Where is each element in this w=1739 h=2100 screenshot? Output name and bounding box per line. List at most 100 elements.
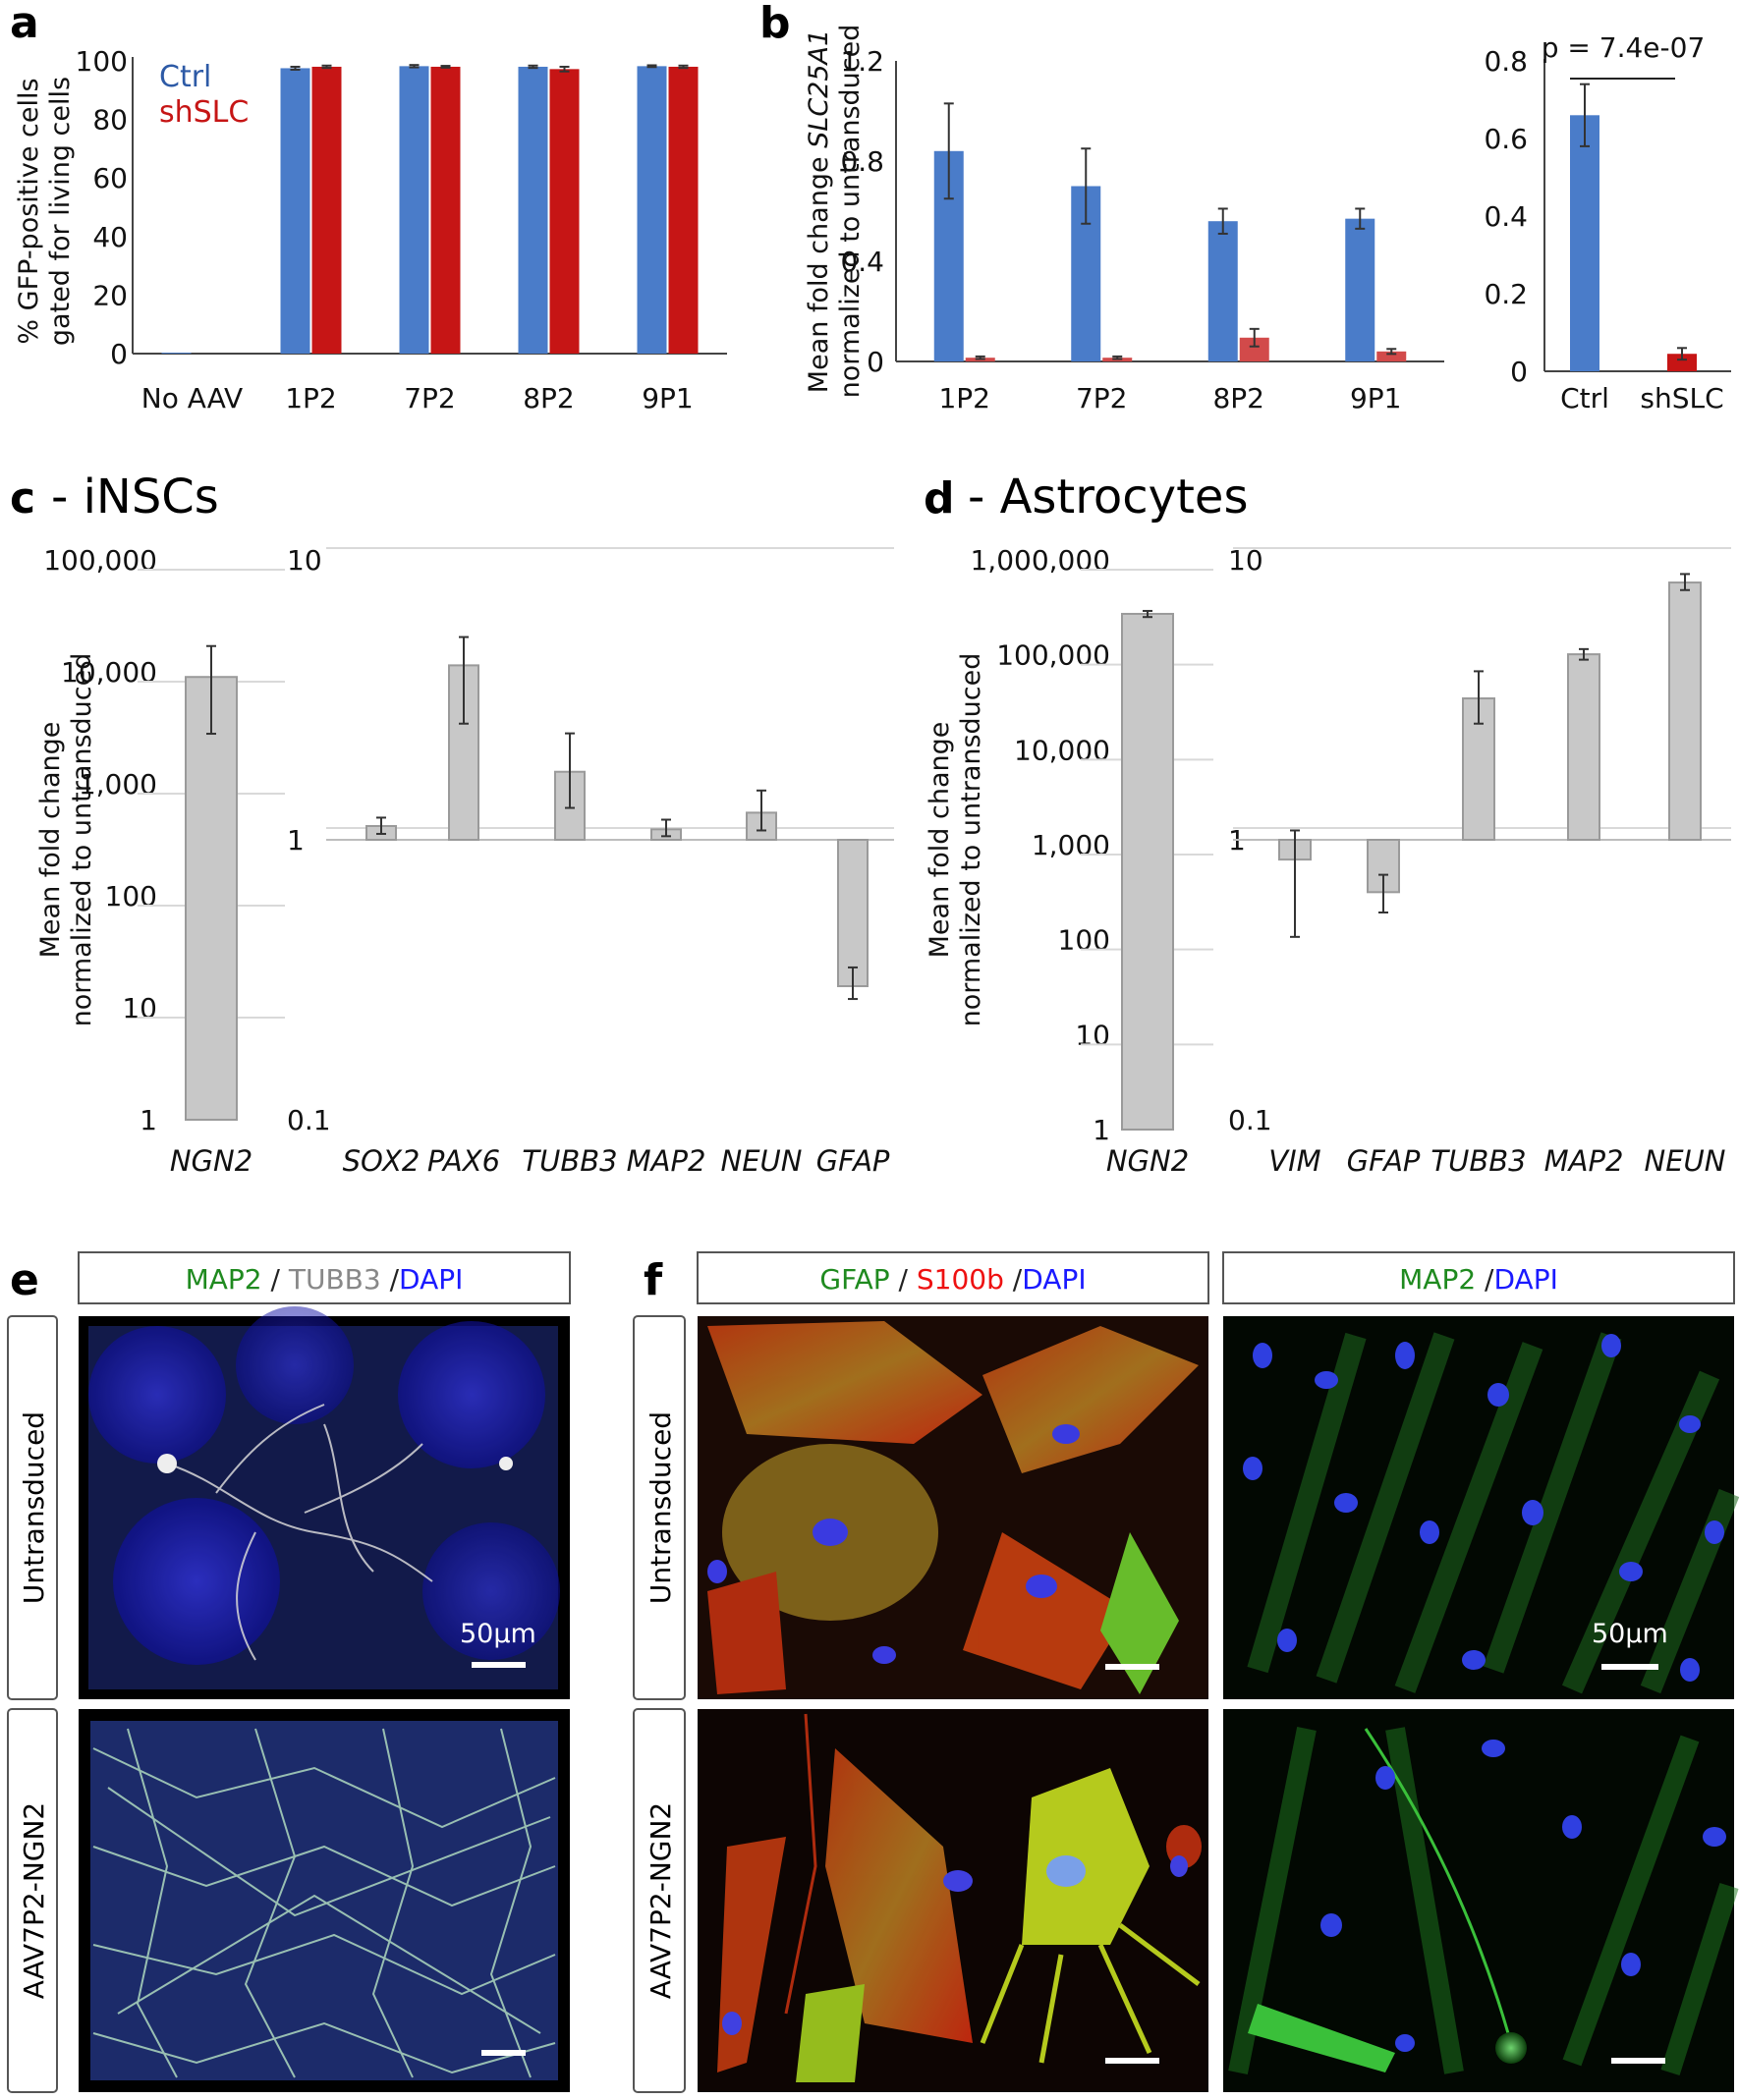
panel-f-br-fibers [1228, 1727, 1739, 2076]
dR-bar-MAP2 [1567, 653, 1600, 841]
a-bar-shSLC-1P2 [311, 66, 342, 355]
b2-xtick-shSLC: shSLC [1640, 382, 1723, 414]
a-bar-shSLC-8P2 [549, 69, 580, 355]
b2-ytick-0.2: 0.2 [1484, 278, 1528, 310]
d-ylabel-line: Mean fold change [925, 722, 955, 959]
a-ytick-100: 100 [76, 45, 128, 78]
panel-e-top-neurites [166, 1404, 433, 1661]
chart-b-left: 0 0.4 0.8 1.2 1P2 7P2 8P2 9P1 Mean fold change S… [804, 25, 1444, 414]
panel-f: GFAP / S100b /DAPI MAP2 /DAPI Untransduc… [633, 1251, 1739, 2093]
panel-f-bl-nuclei [722, 1855, 1188, 2035]
cL-ytick-1: 1 [140, 1104, 157, 1136]
a-ylabel-line: % GFP-positive cells [14, 78, 44, 344]
panel-f-header-left: GFAP / S100b /DAPI [819, 1263, 1086, 1296]
panel-letter-d: d [924, 473, 955, 524]
cR-xtick-TUBB3: TUBB3 [522, 1144, 617, 1178]
panel-f-sep2: / [1004, 1263, 1023, 1296]
panel-e-top-cell-1 [157, 1454, 177, 1473]
dR-xtick-GFAP: GFAP [1347, 1144, 1421, 1178]
panel-f-dapi-label-2: DAPI [1493, 1263, 1557, 1296]
panel-e-dapi-label: DAPI [399, 1263, 463, 1296]
a-ytick-60: 60 [92, 162, 128, 194]
panel-f-header-right-box [1222, 1251, 1735, 1304]
panel-f-tl-nuclei [707, 1424, 1080, 1664]
dL-ytick-10,000: 10,000 [1014, 734, 1110, 766]
a-bar-Ctrl-9P1 [637, 66, 667, 354]
panel-e-row-label-top: Untransduced [18, 1411, 50, 1604]
panel-e-sep1: / [262, 1263, 289, 1296]
a-xtick-1P2: 1P2 [285, 382, 337, 414]
dR-bar-NEUN [1668, 581, 1702, 841]
panel-title-c: - iNSCs [51, 470, 219, 525]
panel-e-row-box-top [7, 1315, 58, 1700]
b-ylabel-part: Mean fold change [804, 148, 834, 393]
c-ylabel: Mean fold changenormalized to untransduc… [35, 653, 97, 1027]
panel-f-br-axon [1364, 1728, 1510, 2034]
a-ylabel: % GFP-positive cellsgated for living cel… [14, 77, 76, 346]
b2-pvalue: p = 7.4e-07 [1542, 31, 1706, 64]
a-bar-Ctrl-8P2 [518, 66, 548, 355]
a-bar-Ctrl-1P2 [280, 68, 310, 354]
panel-f-row-box-bottom [633, 1708, 686, 2093]
dR-xtick-VIM: VIM [1268, 1144, 1320, 1178]
a-ytick-40: 40 [92, 221, 128, 253]
panel-f-map2-label: MAP2 [1399, 1263, 1476, 1296]
dR-xtick-MAP2: MAP2 [1544, 1144, 1624, 1178]
cL-ytick-100,000: 100,000 [43, 544, 157, 577]
panel-f-row-label-bottom: AAV7P2-NGN2 [645, 1802, 677, 1999]
panel-e-bottom-network [92, 1728, 556, 2078]
cR-xtick-GFAP: GFAP [816, 1144, 890, 1178]
b2-ytick-0.8: 0.8 [1484, 45, 1528, 78]
b2-ytick-0.6: 0.6 [1484, 123, 1528, 155]
a-bar-Ctrl-7P2 [399, 66, 429, 354]
panel-f-bl-cells [717, 1713, 1202, 2082]
a-ytick-0: 0 [110, 338, 128, 370]
panel-letter-c: c [10, 473, 35, 524]
chart-a: 0 20 40 60 80 100 No AAV 1P2 7P2 8P2 9P1 % GFP-posi… [14, 45, 727, 414]
a-ytick-80: 80 [92, 104, 128, 137]
dL-ytick-100: 100 [1058, 924, 1110, 957]
b2-bar-Ctrl [1570, 115, 1599, 372]
b-ylabel-gene: SLC25A1 [804, 29, 834, 148]
panel-f-header-left-box [697, 1251, 1209, 1304]
panel-f-br-nuclei [1320, 1740, 1726, 2052]
panel-e-header-box [78, 1251, 571, 1304]
panel-f-row-box-top [633, 1315, 686, 1700]
panel-f-s100b-label: S100b [917, 1263, 1004, 1296]
b-ytick-0.4: 0.4 [840, 246, 884, 278]
panel-f-br-neuron [1495, 2032, 1527, 2064]
dL-ytick-1,000,000: 1,000,000 [970, 544, 1110, 577]
cL-bar-NGN2 [185, 676, 238, 1122]
dL-ytick-10: 10 [1075, 1019, 1110, 1051]
a-xtick-9P1: 9P1 [642, 382, 694, 414]
chart-c-right: 0.1 1 10 SOX2 PAX6 TUBB3 MAP2 NEUN GFAP [287, 544, 894, 1178]
a-xtick-7P2: 7P2 [404, 382, 456, 414]
dL-xtick-NGN2: NGN2 [1106, 1144, 1189, 1178]
b-ytick-1.2: 1.2 [840, 45, 884, 78]
a-bar-shSLC-7P2 [430, 66, 461, 355]
panel-letter-b: b [759, 0, 791, 48]
a-xtick-8P2: 8P2 [523, 382, 575, 414]
b-bar-Ctrl-9P1 [1345, 218, 1375, 361]
cL-ytick-10: 10 [122, 992, 157, 1024]
legend-shslc: shSLC [159, 95, 249, 130]
panel-e: MAP2 / TUBB3 /DAPI Untransduced AAV7P2-N… [7, 1251, 571, 2093]
panel-e-header: MAP2 / TUBB3 /DAPI [186, 1263, 464, 1296]
panel-f-tl-cells [707, 1321, 1199, 1694]
dR-xtick-TUBB3: TUBB3 [1430, 1144, 1526, 1178]
cL-ytick-100: 100 [105, 880, 157, 912]
dL-ytick-1,000: 1,000 [1032, 829, 1110, 861]
b-ytick-0: 0 [867, 346, 884, 378]
b2-bar-shSLC [1667, 354, 1697, 371]
b-xtick-8P2: 8P2 [1212, 382, 1264, 414]
dR-ytick-0.1: 0.1 [1228, 1104, 1272, 1136]
b-xtick-7P2: 7P2 [1076, 382, 1128, 414]
dL-ytick-100,000: 100,000 [996, 639, 1110, 672]
a-ytick-20: 20 [92, 279, 128, 311]
cL-ytick-1,000: 1,000 [79, 768, 157, 801]
d-ylabel: Mean fold changenormalized to untransduc… [925, 653, 986, 1027]
b-bar-Ctrl-8P2 [1207, 221, 1238, 361]
panel-letter-f: f [644, 1255, 663, 1305]
b-ylabel-line1: Mean fold change SLC25A1 [804, 29, 834, 393]
b-bar-shSLC-9P1 [1376, 351, 1407, 361]
